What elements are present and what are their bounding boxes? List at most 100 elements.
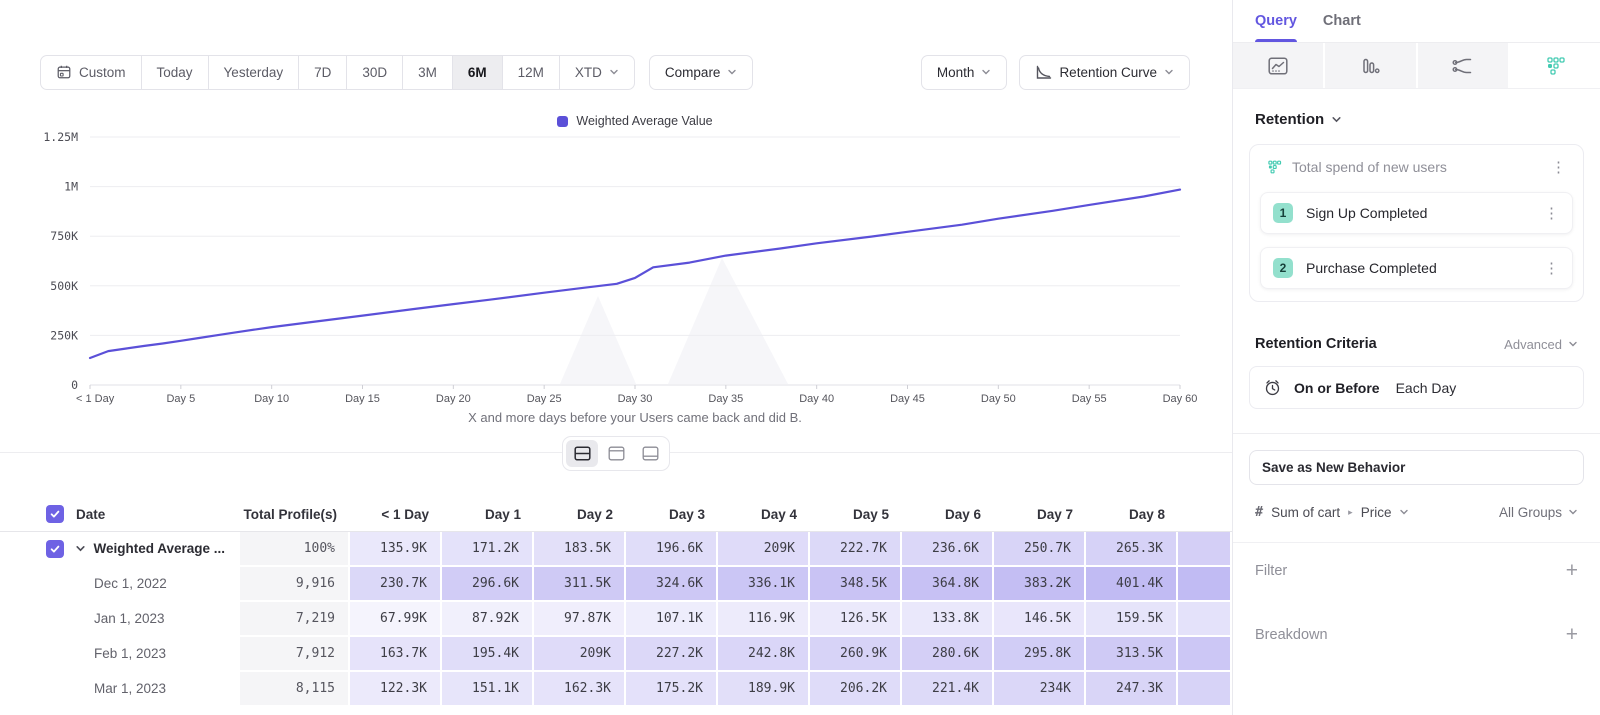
breadcrumb-arrow-icon: ▸ — [1348, 506, 1353, 517]
retention-curve-line — [88, 188, 1182, 360]
retention-tile[interactable] — [1509, 43, 1600, 88]
split-view-button[interactable] — [566, 440, 598, 467]
y-tick-label: 1M — [64, 180, 78, 194]
filter-section: Filter + — [1233, 542, 1600, 581]
bar-chart-tile[interactable] — [1325, 43, 1418, 88]
x-tick-label: Day 30 — [618, 393, 653, 405]
column-header: Day 1 — [484, 506, 521, 522]
behavior-step-1[interactable]: 1 Sign Up Completed ⋮ — [1260, 192, 1573, 234]
row-label: Feb 1, 2023 — [94, 646, 167, 661]
retention-curve-chart[interactable]: 0 250K 500K 750K 1M 1.25M < 1 Day Day 5 Day 10 Da… — [0, 0, 1232, 432]
range-3m[interactable]: 3M — [402, 54, 453, 90]
retention-value-cell: 296.6K — [442, 567, 534, 602]
retention-value-cell: 242.8K — [718, 637, 810, 672]
tab-query[interactable]: Query — [1255, 0, 1297, 42]
kebab-menu-icon[interactable]: ⋮ — [1551, 158, 1566, 176]
x-tick-label: Day 50 — [981, 393, 1016, 405]
retention-icon — [1268, 160, 1282, 174]
filter-label: Filter — [1255, 562, 1288, 579]
granularity-dropdown[interactable]: Month — [920, 54, 1008, 90]
range-30d[interactable]: 30D — [346, 54, 404, 90]
retention-value-cell-partial — [1178, 567, 1232, 602]
step-number-badge: 1 — [1273, 203, 1293, 223]
row-label-cell[interactable]: Weighted Average ... — [0, 532, 240, 567]
retention-criteria-card[interactable]: On or Before Each Day — [1249, 366, 1584, 409]
chart-legend: Weighted Average Value — [90, 114, 1180, 128]
row-label: Weighted Average ... — [93, 541, 225, 556]
advanced-dropdown[interactable]: Advanced — [1504, 337, 1578, 352]
range-6m[interactable]: 6M — [451, 54, 503, 90]
retention-table: Date Total Profile(s) < 1 Day Day 1 Day 2 Day… — [0, 497, 1232, 715]
add-filter-button[interactable]: + — [1565, 559, 1578, 582]
retention-value-cell: 183.5K — [534, 532, 626, 567]
range-12m[interactable]: 12M — [501, 54, 560, 90]
behavior-title[interactable]: Total spend of new users — [1292, 159, 1447, 175]
chevron-down-icon — [727, 67, 737, 77]
legend-label: Weighted Average Value — [576, 114, 713, 128]
retention-value-cell: 324.6K — [626, 567, 718, 602]
kebab-menu-icon[interactable]: ⋮ — [1544, 204, 1559, 222]
behavior-step-2[interactable]: 2 Purchase Completed ⋮ — [1260, 247, 1573, 289]
chart-type-dropdown[interactable]: Retention Curve — [1019, 54, 1190, 90]
table-row: Dec 1, 2022 9,916 230.7K 296.6K 311.5K 324.6K… — [0, 567, 1232, 602]
retention-value-cell: 336.1K — [718, 567, 810, 602]
step-event-label: Purchase Completed — [1306, 260, 1437, 276]
x-tick-label: Day 40 — [799, 393, 834, 405]
range-label: XTD — [574, 64, 602, 80]
row-label: Dec 1, 2022 — [94, 576, 167, 591]
retention-value-cell: 236.6K — [902, 532, 994, 567]
x-tick-label: < 1 Day — [76, 393, 115, 405]
y-tick-label: 250K — [50, 328, 78, 342]
retention-value-cell: 280.6K — [902, 637, 994, 672]
step-event-label: Sign Up Completed — [1306, 205, 1428, 221]
x-tick-label: Day 55 — [1072, 393, 1107, 405]
retention-value-cell: 401.4K — [1086, 567, 1178, 602]
retention-icon — [1547, 56, 1565, 75]
chart-only-view-button[interactable] — [600, 440, 632, 467]
retention-value-cell: 250.7K — [994, 532, 1086, 567]
range-xtd[interactable]: XTD — [558, 54, 635, 90]
retention-value-cell: 162.3K — [534, 672, 626, 707]
x-tick-label: Day 35 — [708, 393, 743, 405]
save-as-new-behavior-button[interactable]: Save as New Behavior — [1249, 450, 1584, 485]
line-chart-tile[interactable] — [1233, 43, 1326, 88]
chart-type-tiles — [1233, 43, 1600, 89]
all-groups-dropdown[interactable]: All Groups — [1499, 505, 1578, 520]
retention-value-cell: 159.5K — [1086, 602, 1178, 637]
row-label-cell: Dec 1, 2022 — [0, 567, 240, 602]
range-today[interactable]: Today — [140, 54, 209, 90]
kebab-menu-icon[interactable]: ⋮ — [1544, 259, 1559, 277]
row-checkbox[interactable] — [46, 539, 64, 558]
retention-section-header[interactable]: Retention — [1255, 111, 1578, 128]
retention-value-cell: 383.2K — [994, 567, 1086, 602]
retention-value-cell: 133.8K — [902, 602, 994, 637]
range-yesterday[interactable]: Yesterday — [207, 54, 300, 90]
range-label: 30D — [362, 64, 388, 80]
measure-property-dropdown[interactable]: Sum of cart — [1271, 504, 1341, 520]
table-row: Jan 1, 2023 7,219 67.99K 87.92K 97.87K 107.1K… — [0, 602, 1232, 637]
row-checkbox[interactable] — [46, 505, 64, 523]
x-tick-label: Day 45 — [890, 393, 925, 405]
table-only-view-button[interactable] — [634, 440, 666, 467]
flows-tile[interactable] — [1417, 43, 1510, 88]
column-header: Day 7 — [1036, 506, 1073, 522]
chevron-down-icon — [981, 67, 991, 77]
row-label: Jan 1, 2023 — [94, 611, 165, 626]
range-7d[interactable]: 7D — [298, 54, 348, 90]
legend-swatch — [557, 115, 569, 127]
retention-value-cell: 135.9K — [350, 532, 442, 567]
tab-chart[interactable]: Chart — [1322, 13, 1361, 29]
retention-value-cell: 195.4K — [442, 637, 534, 672]
measure-row: # Sum of cart ▸ Price All Groups — [1255, 504, 1578, 520]
range-custom[interactable]: Custom — [40, 54, 142, 90]
expand-chevron-icon[interactable] — [75, 543, 88, 554]
measure-subproperty[interactable]: Price — [1360, 504, 1392, 520]
retention-value-cell: 348.5K — [810, 567, 902, 602]
table-row: Feb 1, 2023 7,912 163.7K 195.4K 209K 227.2K 24… — [0, 637, 1232, 672]
y-tick-label: 0 — [71, 378, 78, 392]
add-breakdown-button[interactable]: + — [1565, 623, 1578, 646]
retention-value-cell-partial — [1178, 602, 1232, 637]
column-header: Day 8 — [1128, 506, 1165, 522]
y-tick-label: 1.25M — [43, 130, 78, 144]
compare-button[interactable]: Compare — [648, 54, 754, 90]
